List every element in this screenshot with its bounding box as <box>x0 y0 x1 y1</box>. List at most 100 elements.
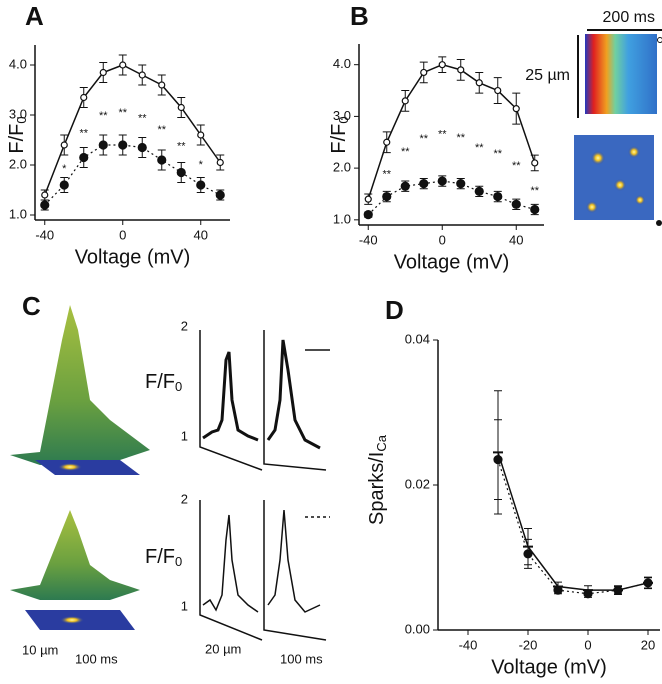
space-scale-label: 25 µm <box>525 67 570 84</box>
x-tick-label: -40 <box>359 232 378 247</box>
data-point <box>494 456 502 464</box>
data-point <box>81 95 87 101</box>
y-tick-label: 1.0 <box>9 206 27 221</box>
panel-label: C <box>22 291 41 321</box>
significance-label: ** <box>138 112 147 124</box>
data-point <box>61 142 67 148</box>
time-scale-label: 100 ms <box>75 651 118 666</box>
significance-label: * <box>62 163 67 175</box>
x-tick-label: 0 <box>584 637 591 652</box>
space-scale-label: 20 µm <box>205 641 241 656</box>
data-point <box>402 98 408 104</box>
data-point <box>120 62 126 68</box>
data-point <box>421 69 427 75</box>
y-tick-label: 2.0 <box>333 160 351 175</box>
x-tick-label: -40 <box>459 637 478 652</box>
y-axis-label: F/F0 <box>6 116 29 153</box>
surface-image <box>35 460 140 475</box>
data-point <box>80 154 88 162</box>
data-point <box>524 550 532 558</box>
data-point <box>99 141 107 149</box>
data-point <box>159 82 165 88</box>
data-point <box>475 187 483 195</box>
x-tick-label: 40 <box>194 227 208 242</box>
y-tick-label: 2 <box>181 491 188 506</box>
data-point <box>138 144 146 152</box>
data-point <box>438 177 446 185</box>
significance-label: ** <box>530 185 539 197</box>
series-line <box>368 65 535 199</box>
y-tick-label: 1.0 <box>333 211 351 226</box>
data-point <box>644 579 652 587</box>
y-tick-label: 2.0 <box>9 156 27 171</box>
series-line <box>498 460 648 594</box>
significance-label: ** <box>99 110 108 122</box>
x-tick-label: -40 <box>35 227 54 242</box>
y-tick-label: 1 <box>181 428 188 443</box>
significance-label: ** <box>438 128 447 140</box>
significance-label: ** <box>382 169 391 181</box>
y-tick-label: 4.0 <box>9 56 27 71</box>
label-main: F/F <box>145 546 175 568</box>
surface-plot <box>10 305 150 465</box>
y-tick-label: 0.00 <box>405 621 430 636</box>
data-point <box>554 586 562 594</box>
data-point <box>384 139 390 145</box>
data-point <box>401 182 409 190</box>
data-point <box>197 181 205 189</box>
data-point <box>119 141 127 149</box>
line-scan-inset: 200 ms 25 µm <box>525 9 662 226</box>
data-point <box>476 80 482 86</box>
y-tick-label: 1 <box>181 598 188 613</box>
data-point <box>383 193 391 201</box>
y-tick-label: 2 <box>181 318 188 333</box>
x-axis-label: Voltage (mV) <box>394 251 510 273</box>
x-tick-label: 0 <box>439 232 446 247</box>
series-line <box>45 145 221 205</box>
panel-c: C 10 µm 100 ms 2 1 2 1 F/F0 F/F0 20 µm 1… <box>10 291 330 667</box>
y-tick-label: 0.02 <box>405 476 430 491</box>
panel-label: A <box>25 1 44 31</box>
label-sub: 0 <box>14 116 29 123</box>
y-axis-label: F/F0 <box>145 546 182 569</box>
data-point <box>139 72 145 78</box>
significance-label: ** <box>118 107 127 119</box>
data-point <box>177 169 185 177</box>
significance-label: ** <box>419 133 428 145</box>
x-tick-label: -20 <box>519 637 538 652</box>
label-sub: Ca <box>374 434 389 451</box>
data-point <box>531 205 539 213</box>
label-main: F/F <box>328 124 350 154</box>
data-point <box>532 160 538 166</box>
x-tick-label: 40 <box>509 232 523 247</box>
data-point <box>60 181 68 189</box>
label-main: F/F <box>145 371 175 393</box>
significance-label: ** <box>512 160 521 172</box>
panel-label: D <box>385 295 404 325</box>
data-point <box>614 586 622 594</box>
x-axis-label: Voltage (mV) <box>491 656 607 678</box>
significance-label: ** <box>475 142 484 154</box>
x-tick-label: 20 <box>641 637 655 652</box>
y-axis-label: Sparks/ICa <box>366 434 389 525</box>
data-point <box>365 196 371 202</box>
label-sub: 0 <box>175 379 182 394</box>
x-axis-label: Voltage (mV) <box>75 246 191 268</box>
data-point <box>100 70 106 76</box>
data-point <box>458 67 464 73</box>
line-scan-image <box>585 34 657 114</box>
data-point <box>513 106 519 112</box>
y-tick-label: 0.04 <box>405 331 430 346</box>
data-point <box>216 191 224 199</box>
surface-plot <box>10 510 140 600</box>
data-point <box>158 156 166 164</box>
data-point <box>584 590 592 598</box>
x-tick-label: 0 <box>119 227 126 242</box>
data-point <box>494 193 502 201</box>
data-point <box>439 62 445 68</box>
data-point <box>178 105 184 111</box>
significance-label: ** <box>157 124 166 136</box>
data-point <box>457 180 465 188</box>
significance-label: ** <box>401 146 410 158</box>
